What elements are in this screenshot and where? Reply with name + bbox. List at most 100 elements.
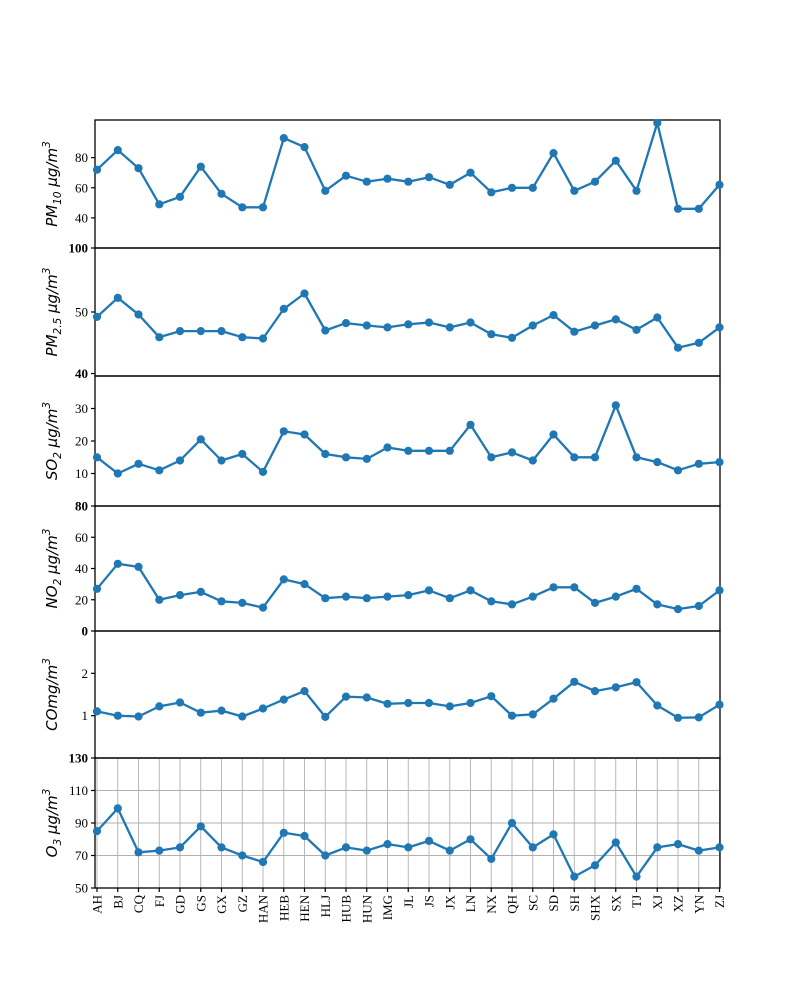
x-tick-label: JS	[422, 895, 437, 907]
data-point	[300, 289, 309, 298]
data-point	[341, 453, 351, 462]
y-tick-label: 20	[75, 592, 88, 607]
data-point	[715, 180, 724, 189]
data-point	[321, 594, 330, 603]
data-point	[445, 702, 454, 711]
data-point	[300, 687, 309, 696]
data-point	[424, 836, 434, 846]
data-point	[92, 453, 102, 462]
data-point	[300, 430, 309, 439]
data-point	[549, 694, 558, 703]
data-point	[92, 827, 102, 836]
panel-so2: 30 20 10 80 SO2 μg/m3	[41, 375, 724, 514]
data-point	[279, 134, 288, 143]
data-point	[341, 592, 351, 601]
data-point	[155, 595, 164, 604]
y-tick-label: 1	[82, 708, 89, 723]
data-point	[653, 118, 662, 128]
data-point	[611, 156, 620, 165]
data-point	[341, 692, 351, 701]
data-point	[611, 401, 620, 410]
no2-line	[95, 562, 721, 611]
data-point	[487, 692, 496, 701]
data-point	[445, 180, 454, 189]
data-point	[632, 584, 641, 593]
co-spines	[94, 630, 721, 759]
data-point	[383, 174, 392, 183]
data-point	[258, 857, 268, 867]
data-point	[155, 466, 164, 475]
data-point	[258, 203, 268, 212]
panel-pm10: 80 60 40 100 PM10 μg/m3	[41, 118, 724, 256]
data-point	[238, 449, 247, 459]
data-point	[653, 600, 662, 609]
data-point	[528, 843, 537, 852]
data-point	[549, 149, 558, 158]
data-point	[507, 183, 517, 192]
data-point	[507, 600, 517, 609]
data-point	[300, 831, 309, 841]
data-point	[300, 580, 309, 589]
data-point	[155, 702, 164, 711]
data-point	[134, 562, 143, 572]
data-point	[155, 200, 164, 209]
x-tick-label: BJ	[110, 895, 125, 909]
data-point	[217, 843, 226, 852]
y-tick-label: 110	[69, 783, 88, 798]
data-point	[487, 453, 496, 462]
data-point	[570, 677, 579, 686]
data-point	[570, 872, 579, 881]
data-point	[611, 315, 620, 324]
y-tick-label: 2	[82, 666, 89, 681]
data-point	[632, 872, 641, 881]
data-point	[590, 861, 600, 870]
data-point	[404, 446, 413, 455]
data-point	[155, 846, 164, 855]
data-point	[362, 321, 371, 330]
x-tick-label: GD	[173, 895, 188, 914]
data-point	[404, 320, 413, 329]
y-tick-label: 80	[75, 499, 88, 514]
data-point	[404, 591, 413, 600]
x-tick-label: XZ	[671, 895, 686, 912]
x-tick-label: YN	[691, 894, 706, 913]
y-tick-label: 60	[75, 530, 88, 545]
y-tick-label: 70	[75, 848, 88, 863]
data-point	[196, 327, 205, 336]
data-point	[549, 830, 558, 839]
data-point	[528, 710, 537, 719]
data-point	[341, 843, 351, 852]
panel-no2: 60 40 20 0 NO2 μg/m3	[41, 505, 724, 639]
y-tick-label: 20	[75, 434, 88, 449]
x-tick-label: SC	[525, 895, 540, 911]
y-tick-label: 40	[75, 210, 88, 225]
x-tick-label: HAN	[256, 894, 271, 923]
data-point	[715, 700, 724, 709]
data-point	[466, 318, 475, 327]
data-point	[570, 583, 579, 592]
data-point	[383, 592, 392, 601]
data-point	[653, 313, 662, 322]
data-point	[590, 687, 600, 696]
data-point	[694, 846, 703, 855]
data-point	[196, 587, 205, 597]
x-tick-label: NX	[484, 894, 499, 913]
data-point	[549, 430, 558, 439]
data-point	[362, 177, 371, 186]
data-point	[134, 459, 143, 468]
x-tick-label: GZ	[235, 895, 250, 912]
y-tick-label: 40	[75, 366, 88, 381]
data-point	[113, 711, 122, 720]
data-point	[404, 843, 413, 852]
x-axis: AH BJ CQ FJ GD GS GX GZ HAN HEB HEN HLJ HUB HUN IMG JL J…	[90, 888, 727, 923]
data-point	[92, 312, 102, 321]
x-tick-label: GX	[214, 894, 229, 913]
data-point	[549, 311, 558, 320]
data-point	[570, 327, 579, 336]
data-point	[528, 183, 537, 192]
data-point	[383, 840, 392, 849]
data-point	[341, 319, 351, 328]
so2-line	[95, 404, 721, 475]
data-point	[570, 453, 579, 462]
